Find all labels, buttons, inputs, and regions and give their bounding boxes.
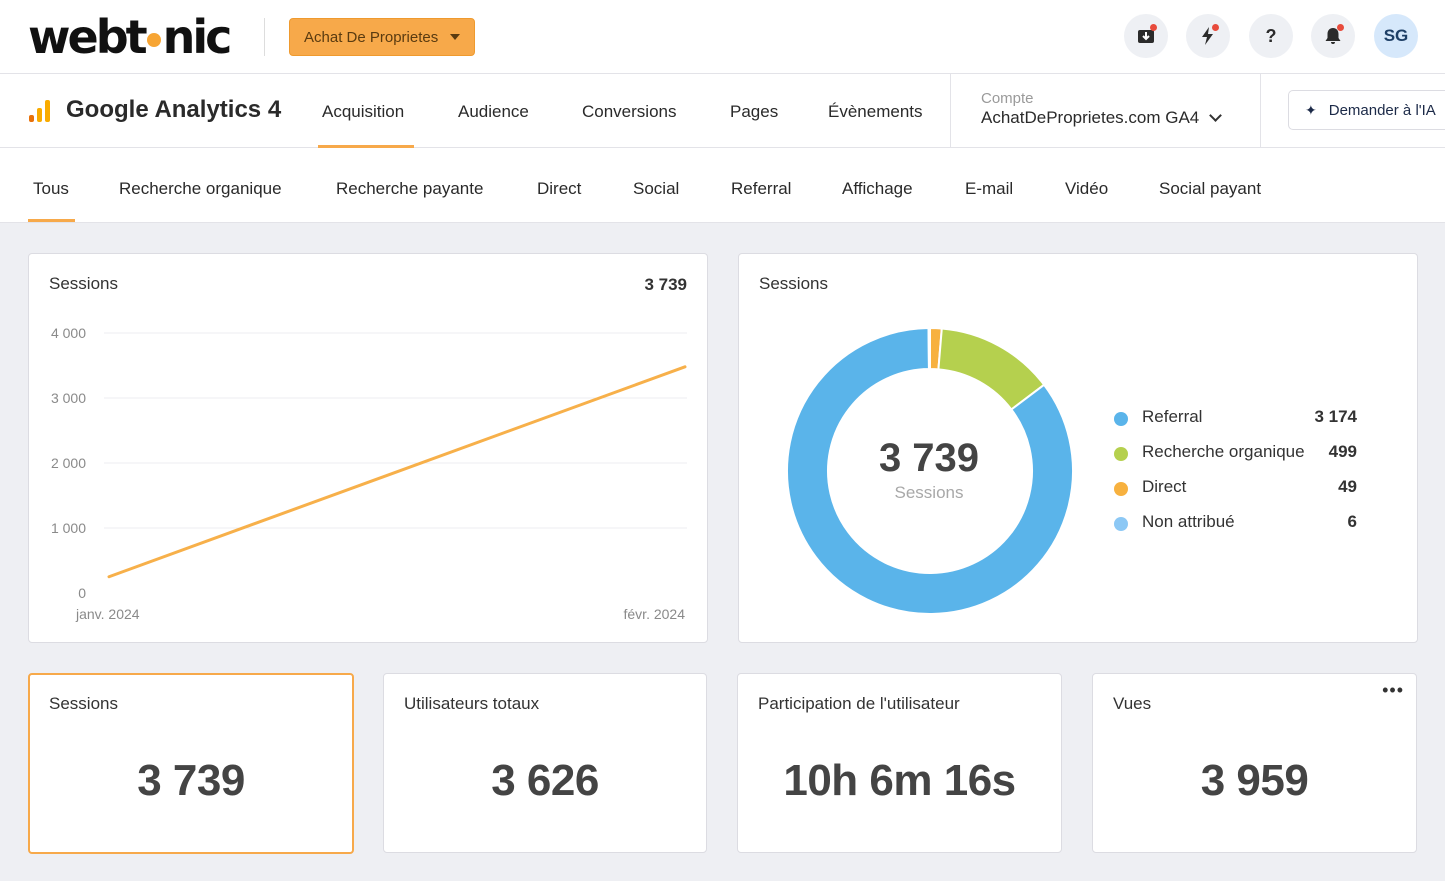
notifications-button[interactable]	[1311, 14, 1355, 58]
x-tick-label: févr. 2024	[624, 606, 686, 622]
y-tick-label: 2 000	[51, 455, 86, 471]
legend-swatch	[1114, 482, 1128, 496]
metric-card-sessions[interactable]: Sessions 3 739	[28, 673, 354, 854]
metric-title: Vues	[1113, 694, 1152, 713]
bolt-icon	[1202, 27, 1213, 45]
notification-dot	[1337, 24, 1344, 31]
google-analytics-icon	[29, 100, 53, 122]
legend-item-direct[interactable]: Direct 49	[1114, 477, 1357, 512]
active-tab-indicator	[28, 219, 75, 222]
y-tick-label: 0	[78, 585, 86, 601]
metric-card-vues[interactable]: Vues ••• 3 959	[1092, 673, 1417, 853]
account-value: AchatDeProprietes.com GA4	[981, 108, 1200, 127]
metric-title: Sessions	[49, 694, 118, 713]
series-line-sessions[interactable]	[107, 365, 687, 579]
card-total: 3 739	[644, 275, 687, 294]
legend-label: Direct	[1142, 477, 1187, 496]
legend-item-recherche-organique[interactable]: Recherche organique 499	[1114, 442, 1357, 477]
channel-tab-social-payant[interactable]: Social payant	[1159, 179, 1262, 198]
legend-value: 49	[1338, 477, 1357, 496]
metric-title: Utilisateurs totaux	[404, 694, 540, 713]
active-tab-indicator	[318, 145, 414, 148]
legend-value: 6	[1347, 512, 1357, 531]
channel-tab-referral[interactable]: Referral	[731, 179, 792, 198]
ask-ai-label: Demander à l'IA	[1328, 101, 1436, 119]
inbox-download-icon	[1138, 30, 1154, 43]
user-avatar[interactable]: SG	[1374, 14, 1418, 58]
donut-slice-non-attribu-[interactable]	[927, 326, 931, 371]
divider	[264, 18, 265, 56]
x-tick-label: janv. 2024	[75, 606, 140, 622]
caret-down-icon	[450, 34, 461, 40]
more-options-icon[interactable]: •••	[1382, 680, 1404, 700]
page-title: Google Analytics 4	[66, 96, 282, 123]
legend-swatch	[1114, 412, 1128, 426]
project-selector-button[interactable]: Achat De Proprietes	[289, 18, 475, 56]
metric-value: 3 739	[137, 756, 245, 805]
bell-icon	[1325, 28, 1341, 44]
metric-value: 10h 6m 16s	[783, 756, 1016, 805]
card-title: Sessions	[759, 274, 828, 293]
y-tick-label: 4 000	[51, 325, 86, 341]
metric-value: 3 626	[491, 756, 599, 805]
channel-tab-recherche-organique[interactable]: Recherche organique	[119, 179, 282, 198]
tab-acquisition[interactable]: Acquisition	[322, 102, 405, 121]
metric-card-utilisateurs[interactable]: Utilisateurs totaux 3 626	[383, 673, 707, 853]
donut-center-value: 3 739	[878, 436, 980, 480]
notification-dot	[1150, 24, 1157, 31]
metric-value: 3 959	[1200, 756, 1309, 805]
donut-center-label: Sessions	[894, 483, 964, 502]
channel-tab-recherche-payante[interactable]: Recherche payante	[336, 179, 484, 198]
channel-tab-affichage[interactable]: Affichage	[842, 179, 913, 198]
legend-label: Referral	[1142, 407, 1203, 426]
legend-label: Recherche organique	[1142, 442, 1305, 461]
legend-item-non-attribue[interactable]: Non attribué 6	[1114, 512, 1357, 547]
tab-pages[interactable]: Pages	[730, 102, 779, 121]
divider	[950, 74, 951, 148]
y-tick-label: 3 000	[51, 390, 86, 406]
legend-value: 499	[1328, 442, 1357, 461]
sessions-donut-chart	[786, 326, 1074, 615]
channel-tabs-bar: Tous Recherche organique Recherche payan…	[0, 148, 1445, 223]
project-selector-label: Achat De Proprietes	[304, 28, 439, 46]
webtonic-logo[interactable]: webt nic	[28, 10, 232, 64]
quick-actions-button[interactable]	[1186, 14, 1230, 58]
legend-value: 3 174	[1314, 407, 1357, 426]
channel-tab-tous[interactable]: Tous	[33, 179, 69, 198]
y-tick-label: 1 000	[51, 520, 86, 536]
account-selector[interactable]: AchatDeProprietes.com GA4	[981, 108, 1223, 128]
channel-tab-video[interactable]: Vidéo	[1065, 179, 1109, 198]
sessions-donut-card: Sessions 3 739 Sessions Referral 3 174 R…	[738, 253, 1418, 643]
legend-swatch	[1114, 447, 1128, 461]
donut-legend: Referral 3 174 Recherche organique 499 D…	[1114, 407, 1357, 547]
tab-audience[interactable]: Audience	[458, 102, 529, 121]
sessions-line-chart: 4 000 3 000 2 000 1 000 0 janv. 2024 févr. 202…	[51, 325, 687, 622]
notification-dot	[1212, 24, 1219, 31]
metric-title: Participation de l'utilisateur	[758, 694, 960, 713]
help-button[interactable]: ?	[1249, 14, 1293, 58]
channel-tab-direct[interactable]: Direct	[537, 179, 582, 198]
inbox-download-button[interactable]	[1124, 14, 1168, 58]
legend-label: Non attribué	[1142, 512, 1235, 531]
legend-swatch	[1114, 517, 1128, 531]
tab-evenements[interactable]: Évènements	[828, 102, 923, 121]
metric-card-participation[interactable]: Participation de l'utilisateur 10h 6m 16…	[737, 673, 1062, 853]
channel-tab-social[interactable]: Social	[633, 179, 680, 198]
donut-slice-referral[interactable]	[786, 326, 1074, 615]
divider	[1260, 74, 1261, 148]
card-title: Sessions	[49, 274, 118, 293]
top-bar: webt nic Achat De Proprietes ? SG	[0, 0, 1445, 74]
chevron-down-icon	[1209, 109, 1223, 122]
account-label: Compte	[981, 90, 1034, 107]
ask-ai-button[interactable]: ✦ Demander à l'IA	[1288, 90, 1445, 130]
analytics-nav-bar: Google Analytics 4 Acquisition Audience …	[0, 74, 1445, 148]
help-icon: ?	[1265, 25, 1277, 46]
tab-conversions[interactable]: Conversions	[582, 102, 677, 121]
legend-item-referral[interactable]: Referral 3 174	[1114, 407, 1357, 442]
sessions-line-card: Sessions 3 739 4 000 3 000 2 000 1 000 0 janv…	[28, 253, 708, 643]
channel-tab-email[interactable]: E-mail	[965, 179, 1014, 198]
sparkle-icon: ✦	[1305, 101, 1317, 118]
